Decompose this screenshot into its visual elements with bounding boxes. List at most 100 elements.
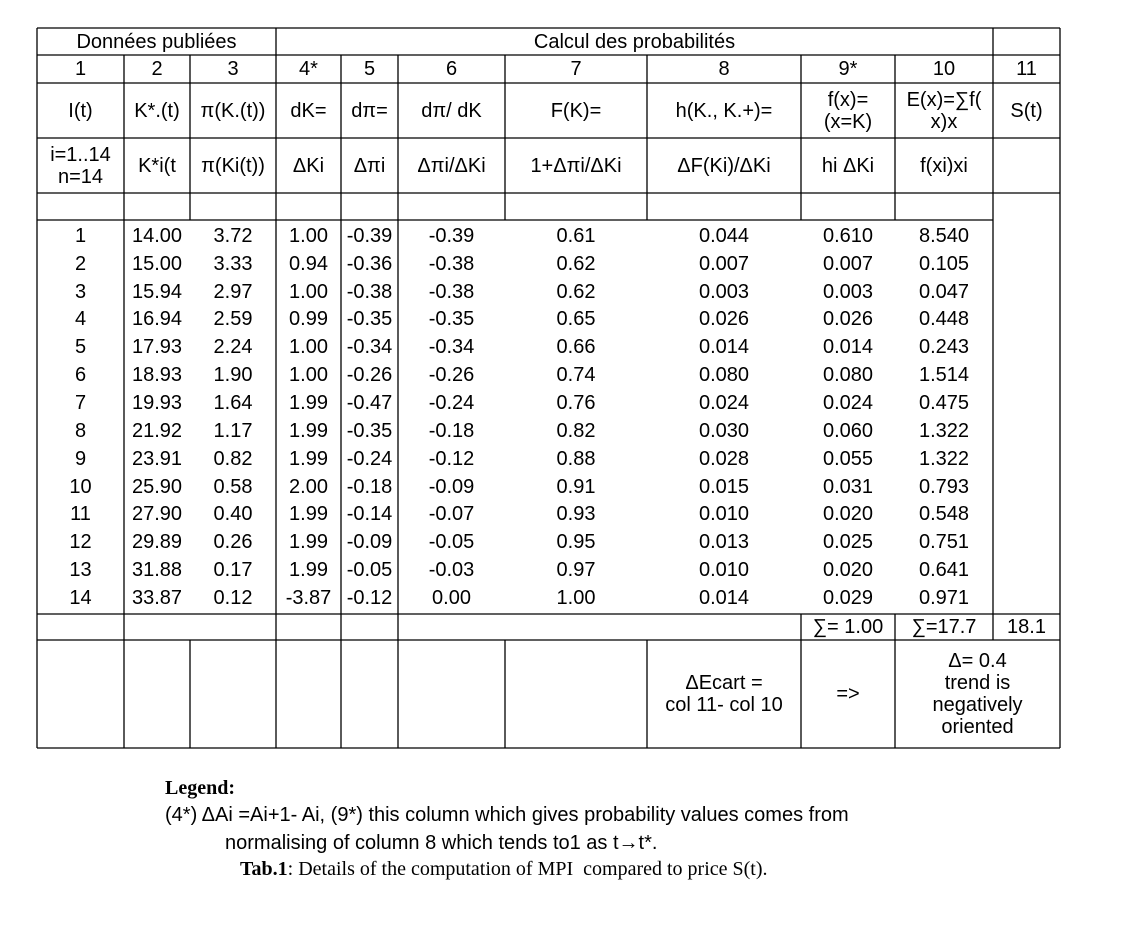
table-cell: 11 bbox=[70, 503, 91, 526]
column-number: 11 bbox=[1016, 58, 1037, 80]
table-cell: 6 bbox=[74, 364, 87, 387]
table-cell: -0.34 bbox=[428, 336, 475, 359]
table-cell: 0.060 bbox=[822, 419, 874, 442]
table-cell: 23.91 bbox=[131, 447, 183, 470]
table-cell: 0.029 bbox=[822, 586, 874, 609]
table-cell: 0.014 bbox=[698, 586, 750, 609]
table-cell: 0.58 bbox=[213, 475, 253, 498]
column-formula: π(Ki(t)) bbox=[201, 154, 265, 177]
sum-cell: ∑= 1.00 bbox=[812, 616, 884, 638]
table-cell: 0.00 bbox=[432, 586, 471, 609]
table-cell: 0.030 bbox=[698, 419, 750, 442]
table-cell: 1.00 bbox=[289, 336, 328, 359]
table-cell: 0.12 bbox=[213, 586, 253, 609]
table-cell: -0.07 bbox=[428, 503, 475, 526]
table-cell: 1.322 bbox=[918, 419, 970, 442]
table-cell: 1.99 bbox=[289, 419, 328, 442]
table-cell: -0.24 bbox=[346, 447, 393, 470]
table-cell: -0.05 bbox=[428, 531, 475, 554]
table-cell: 29.89 bbox=[131, 531, 183, 554]
table-cell: 2.59 bbox=[213, 308, 253, 331]
table-cell: 2 bbox=[74, 252, 87, 275]
table-cell: 3 bbox=[74, 280, 87, 303]
table-cell: -0.26 bbox=[346, 364, 393, 387]
table-cell: -0.38 bbox=[346, 280, 393, 303]
column-formula: hi ΔKi bbox=[821, 154, 875, 177]
column-formula: ΔF(Ki)/ΔKi bbox=[677, 154, 771, 177]
table-cell: 4 bbox=[74, 308, 87, 331]
table-cell: 1.00 bbox=[289, 224, 328, 247]
table-cell: 14.00 bbox=[131, 224, 183, 247]
column-label: dK= bbox=[290, 99, 327, 122]
table-cell: 25.90 bbox=[131, 475, 183, 498]
table-cell: 1.99 bbox=[289, 531, 328, 554]
table-cell: 0.88 bbox=[556, 447, 596, 470]
table-cell: 1.17 bbox=[213, 419, 253, 442]
table-cell: 17.93 bbox=[131, 336, 183, 359]
table-cell: 0.95 bbox=[556, 531, 596, 554]
table-cell: 0.007 bbox=[698, 252, 750, 275]
group-header: Calcul des probabilités bbox=[533, 30, 736, 53]
column-number: 10 bbox=[932, 58, 956, 80]
table-cell: 7 bbox=[74, 392, 87, 415]
table-cell: -0.47 bbox=[346, 392, 393, 415]
table-cell: 0.024 bbox=[698, 392, 750, 415]
table-cell: 0.020 bbox=[822, 559, 874, 582]
table-cell: 27.90 bbox=[131, 503, 183, 526]
column-formula: i=1..14 n=14 bbox=[50, 143, 111, 188]
caption: Tab.1: Details of the computation of MPI… bbox=[240, 858, 768, 881]
table-cell: 0.007 bbox=[822, 252, 874, 275]
table-cell: 0.010 bbox=[698, 559, 750, 582]
table-cell: 18.93 bbox=[131, 364, 183, 387]
caption-text: : Details of the computation of MPI comp… bbox=[287, 858, 768, 880]
table-cell: 1.99 bbox=[289, 559, 328, 582]
table-cell: 0.74 bbox=[556, 364, 596, 387]
table-cell: 13 bbox=[69, 559, 92, 582]
column-number: 1 bbox=[74, 58, 87, 80]
table-cell: -0.39 bbox=[428, 224, 475, 247]
table-cell: 0.243 bbox=[918, 336, 970, 359]
table-cell: 0.026 bbox=[822, 308, 874, 331]
column-number: 5 bbox=[363, 58, 376, 80]
table-cell: -0.34 bbox=[346, 336, 393, 359]
table-cell: 0.448 bbox=[918, 308, 970, 331]
table-cell: 0.91 bbox=[556, 475, 596, 498]
column-label: I(t) bbox=[68, 99, 93, 122]
column-number: 4* bbox=[299, 58, 318, 80]
table-cell: 15.00 bbox=[131, 252, 183, 275]
table-cell: 0.66 bbox=[556, 336, 596, 359]
table-cell: 1 bbox=[74, 224, 87, 247]
column-formula: Δπi bbox=[353, 154, 386, 177]
table-cell: 1.00 bbox=[289, 364, 328, 387]
table-cell: -0.12 bbox=[428, 447, 475, 470]
table-cell: 0.015 bbox=[698, 475, 750, 498]
table-cell: -0.38 bbox=[428, 280, 475, 303]
table-cell: 0.971 bbox=[918, 586, 970, 609]
table-cell: -0.03 bbox=[428, 559, 475, 582]
column-formula: ΔKi bbox=[292, 154, 325, 177]
table-cell: -0.18 bbox=[428, 419, 475, 442]
table-cell: 0.751 bbox=[918, 531, 970, 554]
table-cell: 2.97 bbox=[213, 280, 253, 303]
table-cell: 0.080 bbox=[698, 364, 750, 387]
table-cell: 33.87 bbox=[131, 586, 183, 609]
table-cell: -0.35 bbox=[346, 308, 393, 331]
column-label: π(K.(t)) bbox=[200, 99, 266, 122]
column-label: E(x)=∑f( x)x bbox=[906, 88, 982, 133]
table-cell: 0.105 bbox=[918, 252, 970, 275]
legend-line: normalising of column 8 which tends to1 … bbox=[225, 832, 658, 854]
table-cell: 10 bbox=[69, 475, 92, 498]
column-formula: K*i(t bbox=[138, 154, 176, 177]
column-label: dπ= bbox=[351, 99, 388, 122]
table-cell: 0.031 bbox=[822, 475, 874, 498]
table-cell: 0.94 bbox=[289, 252, 328, 275]
table-cell: 0.026 bbox=[698, 308, 750, 331]
table-cell: 9 bbox=[74, 447, 87, 470]
table-cell: 0.97 bbox=[556, 559, 596, 582]
table-cell: 0.475 bbox=[918, 392, 970, 415]
table-cell: -0.38 bbox=[428, 252, 475, 275]
table-cell: 3.33 bbox=[213, 252, 253, 275]
table-cell: 0.65 bbox=[556, 308, 596, 331]
